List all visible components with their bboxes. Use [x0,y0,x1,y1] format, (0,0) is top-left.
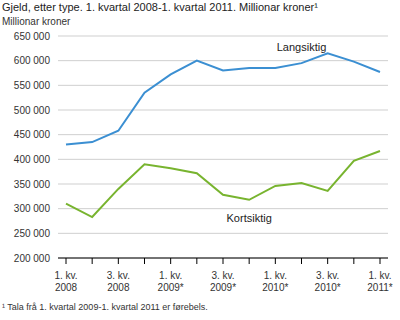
svg-text:1. kv.2011*: 1. kv.2011* [367,270,392,293]
html-text:Gjeld, etter type. 1. kvartal: Gjeld, etter type. 1. kvartal 2008-1. kv… [2,1,318,13]
svg-text:200 000: 200 000 [14,253,51,264]
svg-text:550 000: 550 000 [14,80,51,91]
svg-text:450 000: 450 000 [14,129,51,140]
svg-text:600 000: 600 000 [14,55,51,66]
svg-text:3. kv.2010*: 3. kv.2010* [315,270,341,293]
svg-text:Langsiktig: Langsiktig [277,41,327,53]
svg-text:350 000: 350 000 [14,179,51,190]
svg-text:650 000: 650 000 [14,31,51,42]
svg-text:Kortsiktig: Kortsiktig [227,212,272,224]
svg-text:300 000: 300 000 [14,203,51,214]
svg-text:1. kv.2008: 1. kv.2008 [54,270,77,293]
svg-text:1. kv.2009*: 1. kv.2009* [158,270,184,293]
html-text:¹ Tala frå 1. kvartal 2009-1.: ¹ Tala frå 1. kvartal 2009-1. kvartal 20… [2,302,208,312]
svg-text:400 000: 400 000 [14,154,51,165]
html-text:Millionar kroner: Millionar kroner [2,16,71,27]
svg-text:3. kv.2009*: 3. kv.2009* [210,270,236,293]
svg-text:250 000: 250 000 [14,228,51,239]
svg-text:1. kv.2010*: 1. kv.2010* [262,270,288,293]
svg-text:3. kv.2008: 3. kv.2008 [107,270,130,293]
svg-text:500 000: 500 000 [14,105,51,116]
